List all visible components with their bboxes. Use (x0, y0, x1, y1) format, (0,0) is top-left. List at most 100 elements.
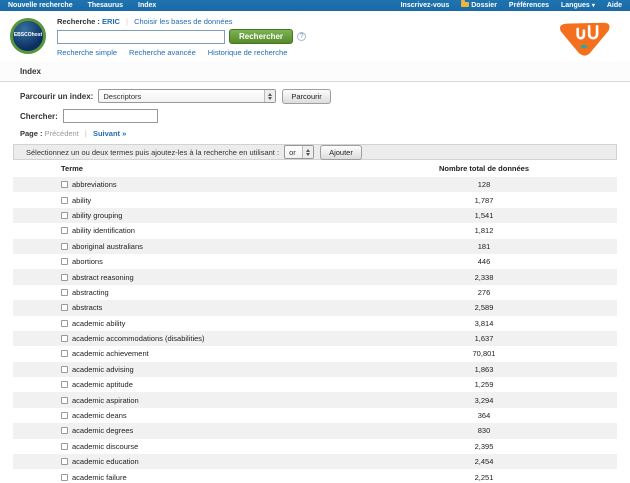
term-label: academic aptitude (72, 380, 133, 390)
term-label: abstracts (72, 303, 103, 313)
topbar-right-nav: Inscrivez-vous Dossier Préférences Langu… (400, 0, 622, 9)
term-checkbox[interactable] (61, 181, 68, 189)
browse-index-select[interactable]: Descriptors (98, 89, 277, 103)
select-arrows-icon (302, 146, 314, 158)
table-row: abstracting 276 (13, 285, 617, 300)
select-arrows-icon (264, 90, 276, 102)
nav-help[interactable]: Aide (606, 2, 622, 9)
term-checkbox[interactable] (61, 288, 68, 296)
term-count: 2,251 (474, 472, 494, 482)
operator-select[interactable]: or (284, 145, 315, 159)
current-database-link[interactable]: ERIC (102, 17, 120, 26)
term-checkbox[interactable] (61, 242, 68, 250)
nav-preferences[interactable]: Préférences (508, 2, 550, 9)
terms-table-body: abbreviations 128 ability 1,787 ability … (13, 177, 617, 483)
divider: | (126, 17, 128, 26)
basic-search-link[interactable]: Recherche simple (57, 48, 118, 57)
term-label: academic education (72, 457, 139, 467)
choose-databases-link[interactable]: Choisir les bases de données (134, 17, 233, 26)
search-history-link[interactable]: Historique de recherche (207, 48, 288, 57)
term-label: academic achievement (72, 349, 149, 359)
index-form: Parcourir un index: Descriptors Parcouri… (0, 82, 630, 123)
terms-table: Terme Nombre total de données abbreviati… (13, 160, 617, 483)
header: EBSCOhost Recherche : ERIC | Choisir les… (0, 11, 630, 62)
table-row: academic failure 2,251 (13, 469, 617, 483)
selection-instruction: Sélectionnez un ou deux termes puis ajou… (26, 147, 280, 157)
term-checkbox[interactable] (61, 473, 68, 481)
page-title: Index (0, 62, 630, 82)
advanced-search-link[interactable]: Recherche avancée (129, 48, 196, 57)
nav-languages[interactable]: Langues ▾ (561, 2, 595, 9)
term-checkbox[interactable] (61, 211, 68, 219)
find-label: Chercher: (20, 111, 58, 121)
search-scope-label: Recherche : (57, 17, 100, 26)
term-count: 1,637 (474, 334, 494, 344)
term-checkbox[interactable] (61, 258, 68, 266)
term-checkbox[interactable] (61, 350, 68, 358)
term-checkbox[interactable] (61, 273, 68, 281)
nav-folder[interactable]: Dossier (461, 0, 497, 9)
term-checkbox[interactable] (61, 319, 68, 327)
term-count: 276 (477, 287, 491, 297)
term-checkbox[interactable] (61, 396, 68, 404)
term-checkbox[interactable] (61, 196, 68, 204)
page-label: Page : (20, 129, 43, 138)
term-label: aboriginal australians (72, 241, 143, 251)
next-page-link[interactable]: Suivant » (92, 129, 127, 138)
browse-button[interactable]: Parcourir (282, 88, 331, 104)
term-checkbox[interactable] (61, 442, 68, 450)
term-checkbox[interactable] (61, 381, 68, 389)
previous-page-link: Précédent (44, 129, 79, 138)
folder-icon (461, 0, 470, 7)
term-count: 128 (477, 180, 491, 190)
table-row: abortions 446 (13, 254, 617, 269)
table-row: academic ability 3,814 (13, 316, 617, 331)
count-column-header: Nombre total de données (438, 164, 529, 173)
browse-index-label: Parcourir un index: (20, 91, 94, 101)
terms-table-header: Terme Nombre total de données (13, 160, 617, 177)
term-count: 70,801 (472, 349, 496, 359)
nav-thesaurus[interactable]: Thesaurus (87, 2, 123, 9)
term-label: ability (72, 195, 92, 205)
table-row: ability grouping 1,541 (13, 207, 617, 224)
search-button[interactable]: Rechercher (229, 29, 294, 44)
ebsco-logo-text: EBSCOhost (13, 32, 43, 38)
search-input[interactable] (57, 29, 225, 44)
institution-logo (552, 14, 614, 63)
term-checkbox[interactable] (61, 304, 68, 312)
institution-logo-icon (559, 22, 610, 56)
term-count: 2,395 (474, 441, 494, 451)
table-row: abstracts 2,589 (13, 300, 617, 316)
term-label: ability grouping (72, 210, 123, 220)
find-input[interactable] (62, 109, 158, 123)
table-row: academic advising 1,863 (13, 361, 617, 378)
table-row: abbreviations 128 (13, 177, 617, 193)
term-checkbox[interactable] (61, 458, 68, 466)
term-checkbox[interactable] (61, 427, 68, 435)
nav-folder-label: Dossier (471, 2, 497, 9)
term-label: academic discourse (72, 441, 139, 451)
help-icon[interactable]: ? (297, 32, 307, 41)
table-row: academic discourse 2,395 (13, 439, 617, 454)
term-count: 364 (477, 411, 491, 421)
term-count: 2,454 (474, 457, 494, 467)
term-label: academic accommodations (disabilities) (72, 334, 205, 344)
pagination-top: Page : Précédent | Suivant » (20, 129, 630, 138)
term-label: academic deans (72, 411, 127, 421)
term-checkbox[interactable] (61, 227, 68, 235)
topbar-left-nav: Nouvelle recherche Thesaurus Index (8, 2, 156, 9)
term-label: academic ability (72, 318, 126, 328)
nav-index[interactable]: Index (138, 2, 157, 9)
add-button[interactable]: Ajouter (320, 144, 362, 160)
table-row: academic achievement 70,801 (13, 346, 617, 361)
nav-sign-in[interactable]: Inscrivez-vous (400, 2, 450, 9)
term-checkbox[interactable] (61, 335, 68, 343)
search-area: Recherche : ERIC | Choisir les bases de … (57, 17, 307, 57)
term-count: 446 (477, 257, 491, 267)
term-count: 3,814 (474, 318, 494, 328)
term-checkbox[interactable] (61, 412, 68, 420)
term-checkbox[interactable] (61, 365, 68, 373)
nav-new-search[interactable]: Nouvelle recherche (8, 2, 73, 9)
top-navigation-bar: Nouvelle recherche Thesaurus Index Inscr… (0, 0, 630, 11)
term-count: 1,863 (474, 364, 494, 374)
